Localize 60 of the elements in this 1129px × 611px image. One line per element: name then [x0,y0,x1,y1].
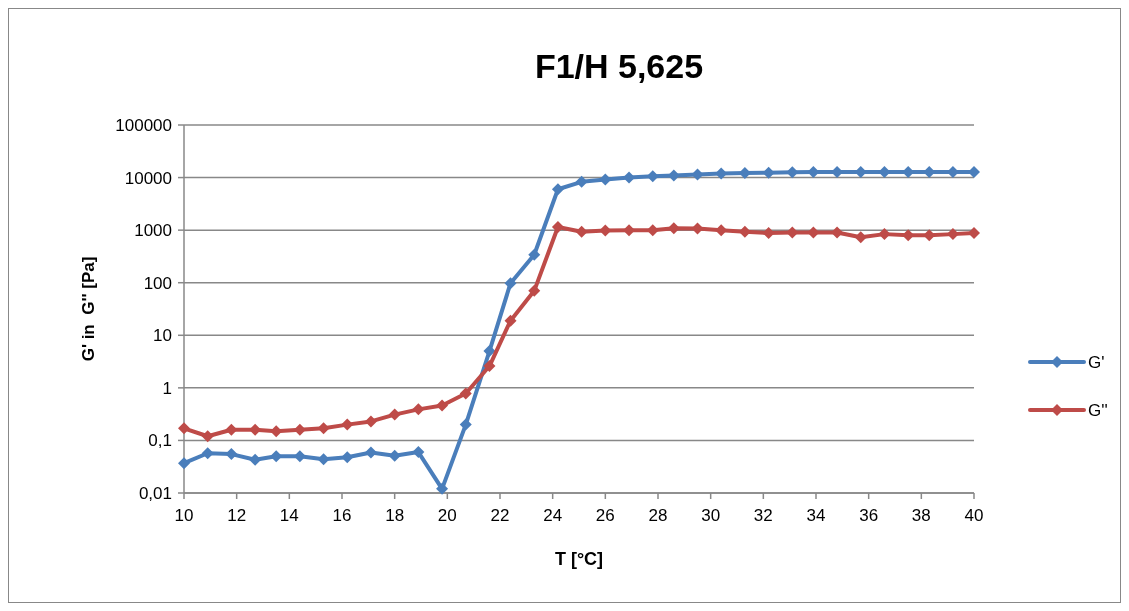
point [504,314,517,327]
point [551,183,564,196]
y-tick-label: 100000 [115,115,172,135]
point [388,408,401,421]
point [201,430,214,443]
x-tick-label: 40 [964,506,984,525]
legend-label: G' [1088,352,1105,372]
point [317,453,330,466]
point [575,225,588,238]
x-tick-label: 12 [227,506,247,525]
point [831,226,844,239]
point [436,399,449,412]
y-tick-label: 10 [153,326,172,346]
y-tick-label: 10000 [124,168,172,188]
x-tick-label: 26 [595,506,615,525]
x-tick-label: 14 [279,506,299,525]
point [436,482,449,495]
point [968,227,980,240]
point [412,446,425,459]
x-tick-label: 30 [701,506,721,525]
point [528,284,541,297]
point [178,422,190,435]
point [412,403,425,416]
x-tick-label: 16 [332,506,352,525]
y-tick-label: 100 [143,273,172,293]
point [459,387,472,400]
point [878,228,891,241]
point [528,248,541,261]
x-tick-label: 18 [385,506,405,525]
point [341,418,354,431]
chart-title: F1/H 5,625 [534,47,704,85]
point [459,418,472,431]
point [364,446,377,459]
y-tick-label: 1 [162,378,172,398]
x-tick-label: 24 [543,506,563,525]
x-tick-label: 32 [753,506,773,525]
x-tick-label: 36 [859,506,879,525]
legend-label: G'' [1088,400,1108,420]
point [178,457,190,470]
x-tick-label: 10 [174,506,194,525]
y-tick-label: 0,1 [148,431,172,451]
point [341,451,354,464]
point [575,175,588,188]
point [364,415,377,428]
x-axis-title: T [°C] [554,549,604,569]
point [249,453,262,466]
point [483,360,496,373]
point [483,345,496,358]
y-axis-title: G' in G'' [Pa] [79,256,98,362]
y-tick-label: 1000 [134,221,172,241]
x-tick-label: 38 [911,506,931,525]
y-tick-label: 0,01 [138,483,172,503]
x-tick-label: 28 [648,506,668,525]
point [201,447,214,460]
x-tick-label: 20 [437,506,457,525]
point [551,220,564,233]
point [854,231,867,244]
x-tick-label: 22 [490,506,510,525]
point [504,277,517,290]
x-tick-label: 34 [806,506,826,525]
